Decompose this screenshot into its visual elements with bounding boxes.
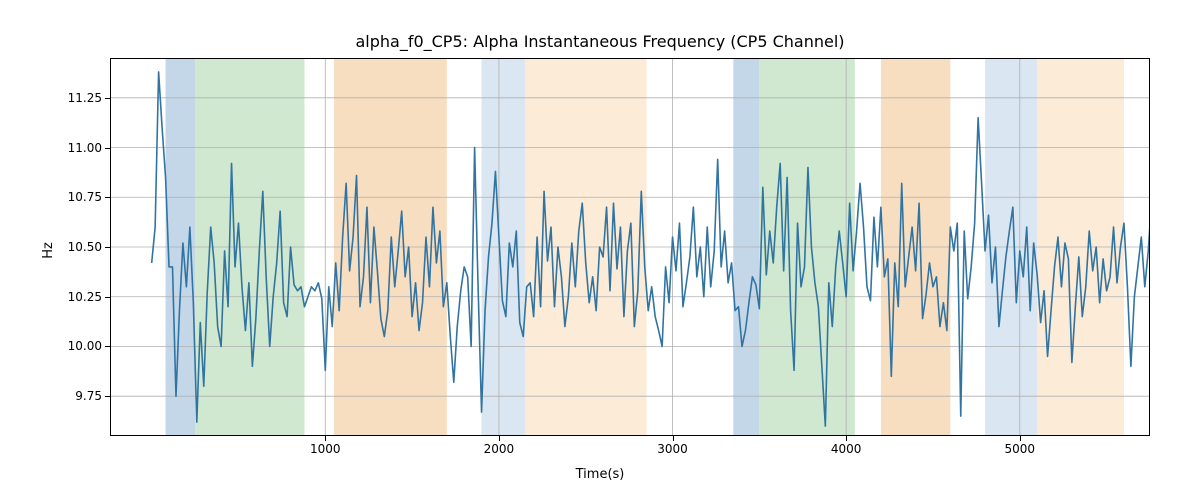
y-axis-label: Hz: [40, 0, 56, 500]
xtick-label: 5000: [1005, 442, 1036, 456]
x-axis-label: Time(s): [0, 467, 1200, 482]
ytick-label: 11.25: [68, 91, 102, 105]
ytick-mark: [105, 98, 110, 99]
ytick-label: 10.75: [68, 190, 102, 204]
ytick-label: 10.50: [68, 240, 102, 254]
xtick-mark: [499, 436, 500, 441]
xtick-mark: [1020, 436, 1021, 441]
ytick-mark: [105, 148, 110, 149]
xtick-label: 2000: [484, 442, 515, 456]
ytick-mark: [105, 247, 110, 248]
xtick-label: 4000: [831, 442, 862, 456]
ytick-mark: [105, 197, 110, 198]
axes-area: [110, 58, 1150, 436]
xtick-mark: [325, 436, 326, 441]
plot-svg: [110, 58, 1150, 436]
ytick-label: 11.00: [68, 141, 102, 155]
ytick-label: 10.25: [68, 290, 102, 304]
xtick-mark: [846, 436, 847, 441]
ytick-mark: [105, 297, 110, 298]
xtick-mark: [673, 436, 674, 441]
ytick-mark: [105, 346, 110, 347]
ytick-label: 10.00: [68, 339, 102, 353]
ytick-mark: [105, 396, 110, 397]
figure: alpha_f0_CP5: Alpha Instantaneous Freque…: [0, 0, 1200, 500]
ytick-label: 9.75: [75, 389, 102, 403]
xtick-label: 3000: [657, 442, 688, 456]
xtick-label: 1000: [310, 442, 341, 456]
chart-title: alpha_f0_CP5: Alpha Instantaneous Freque…: [0, 32, 1200, 51]
